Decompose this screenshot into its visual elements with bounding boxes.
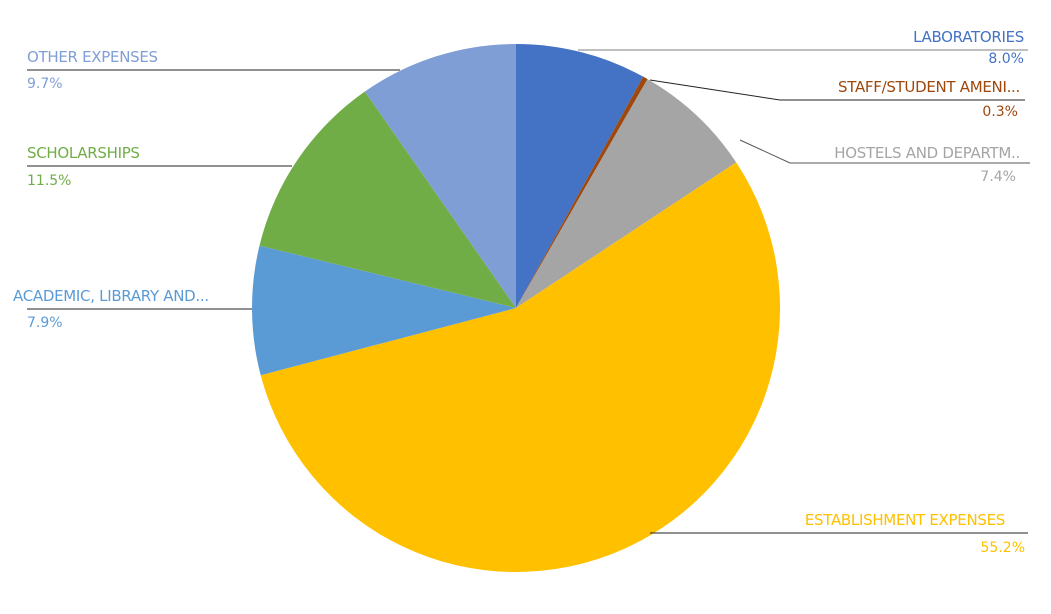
slice-label-academic-library: ACADEMIC, LIBRARY AND... <box>13 287 209 305</box>
pie-slice-scholarships <box>259 91 516 308</box>
slice-value-other-expenses: 9.7% <box>27 76 63 92</box>
slice-label-scholarships: SCHOLARSHIPS <box>27 144 140 162</box>
slice-value-hostels: 7.4% <box>980 169 1016 185</box>
pie-slice-establishment <box>260 162 780 572</box>
slice-value-staff-student-amenities: 0.3% <box>982 104 1018 120</box>
slice-label-hostels: HOSTELS AND DEPARTM.. <box>834 144 1020 162</box>
leader-line-staff-student-amenities <box>649 79 1025 101</box>
slice-label-other-expenses: OTHER EXPENSES <box>27 48 158 66</box>
slice-label-laboratories: LABORATORIES <box>913 28 1024 46</box>
slice-label-establishment: ESTABLISHMENT EXPENSES <box>804 511 1005 529</box>
pie-slice-laboratories <box>516 44 644 308</box>
slice-value-academic-library: 7.9% <box>27 315 63 331</box>
slice-label-staff-student-amenities: STAFF/STUDENT AMENI... <box>838 78 1020 96</box>
slice-value-laboratories: 8.0% <box>988 51 1024 67</box>
slice-value-establishment: 55.2% <box>980 540 1025 556</box>
pie-slice-staff-student-amenities <box>516 76 648 309</box>
pie-slice-academic-library <box>252 245 517 376</box>
leader-line-hostels <box>739 139 1030 164</box>
pie-slice-other-expenses <box>364 44 516 308</box>
pie-slice-hostels <box>516 79 737 308</box>
slice-value-scholarships: 11.5% <box>27 173 72 189</box>
